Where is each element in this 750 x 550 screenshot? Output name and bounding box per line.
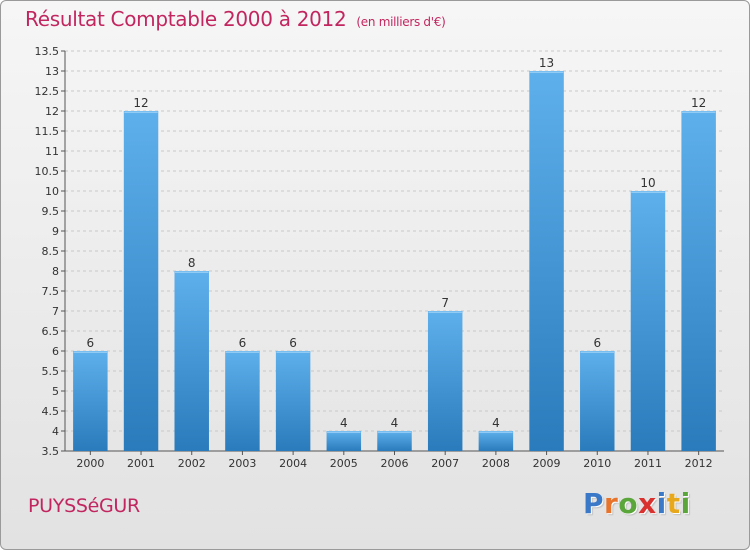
bar-highlight [580, 351, 615, 353]
x-tick-label: 2005 [330, 457, 358, 470]
y-tick-label: 4.5 [42, 405, 60, 418]
y-tick-label: 10 [45, 185, 59, 198]
data-label: 4 [391, 416, 399, 430]
x-tick-label: 2009 [533, 457, 561, 470]
x-tick-label: 2002 [178, 457, 206, 470]
x-tick-label: 2000 [76, 457, 104, 470]
bar-highlight [529, 71, 564, 73]
logo-letter: o [618, 487, 639, 520]
y-tick-label: 10.5 [35, 165, 60, 178]
logo-letter: i [680, 487, 691, 520]
bar-highlight [225, 351, 260, 353]
bar [174, 271, 209, 451]
bar-highlight [681, 111, 716, 113]
data-label: 7 [441, 296, 449, 310]
data-label: 6 [593, 336, 601, 350]
bar [275, 351, 311, 451]
bar-highlight [479, 431, 513, 433]
bar [73, 351, 108, 451]
x-tick-label: 2006 [381, 457, 409, 470]
bar-highlight [174, 271, 209, 273]
bar-highlight [124, 111, 158, 113]
data-label: 6 [87, 336, 95, 350]
y-tick-label: 6.5 [42, 325, 60, 338]
x-tick-label: 2004 [279, 457, 307, 470]
y-tick-label: 13.5 [35, 45, 60, 58]
logo-letter: P [583, 487, 605, 520]
y-tick-label: 11.5 [35, 125, 60, 138]
y-tick-label: 7.5 [42, 285, 60, 298]
y-tick-label: 5.5 [42, 365, 60, 378]
bar [377, 431, 412, 451]
x-tick-label: 2011 [634, 457, 662, 470]
y-tick-label: 13 [45, 65, 59, 78]
x-tick-label: 2003 [228, 457, 256, 470]
y-tick-label: 9.5 [42, 205, 60, 218]
chart-unit: (en milliers d'€) [356, 15, 446, 29]
bar [427, 311, 463, 451]
y-tick-label: 8 [52, 265, 59, 278]
y-tick-label: 9 [52, 225, 59, 238]
bar [478, 431, 514, 451]
bar-highlight [276, 351, 310, 353]
bar [681, 111, 716, 451]
chart-title-text: Résultat Comptable 2000 à 2012 [25, 7, 347, 31]
y-tick-label: 7 [52, 305, 59, 318]
y-tick-label: 8.5 [42, 245, 60, 258]
y-tick-label: 12 [45, 105, 59, 118]
bar [630, 191, 666, 451]
data-label: 4 [492, 416, 500, 430]
data-label: 8 [188, 256, 196, 270]
y-tick-label: 11 [45, 145, 59, 158]
bar [580, 351, 615, 451]
data-label: 4 [340, 416, 348, 430]
bar [123, 111, 159, 451]
bar-highlight [631, 191, 665, 193]
data-label: 6 [239, 336, 247, 350]
bar [225, 351, 260, 451]
y-tick-label: 4 [52, 425, 59, 438]
logo-letter: r [604, 487, 619, 520]
proxiti-logo[interactable]: Proxiti [583, 487, 691, 520]
logo-letter: x [638, 487, 657, 520]
data-label: 12 [133, 96, 148, 110]
y-tick-label: 3.5 [42, 445, 60, 458]
data-label: 12 [691, 96, 706, 110]
data-label: 10 [640, 176, 655, 190]
x-tick-label: 2012 [685, 457, 713, 470]
x-tick-label: 2001 [127, 457, 155, 470]
commune-name: PUYSSéGUR [28, 495, 140, 517]
bar-highlight [428, 311, 462, 313]
bar-highlight [377, 431, 412, 433]
x-tick-label: 2007 [431, 457, 459, 470]
chart-title: Résultat Comptable 2000 à 2012 (en millie… [25, 7, 446, 31]
bar [529, 71, 564, 451]
y-tick-label: 12.5 [35, 85, 60, 98]
data-label: 13 [539, 56, 554, 70]
y-tick-label: 5 [52, 385, 59, 398]
logo-letter: i [656, 487, 667, 520]
x-tick-label: 2010 [583, 457, 611, 470]
bar-highlight [73, 351, 108, 353]
x-tick-label: 2008 [482, 457, 510, 470]
logo-letter: t [666, 487, 681, 520]
data-label: 6 [289, 336, 297, 350]
y-tick-label: 6 [52, 345, 59, 358]
bar-highlight [327, 431, 361, 433]
bar [326, 431, 362, 451]
